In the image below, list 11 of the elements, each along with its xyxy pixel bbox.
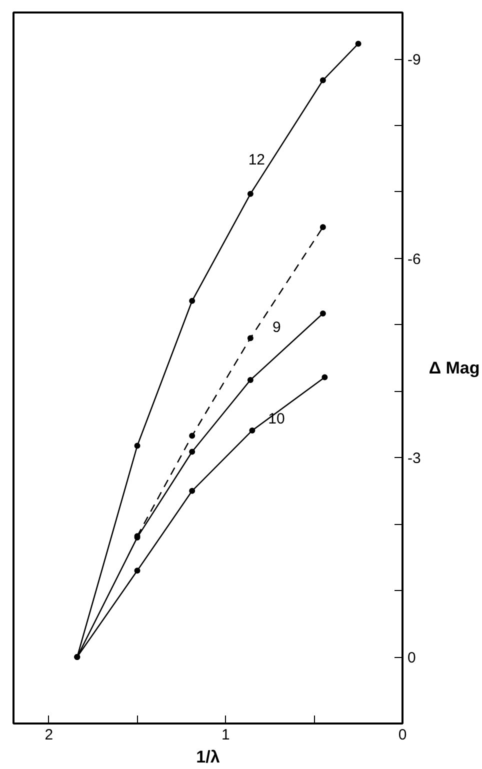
y-tick-label: -6	[408, 250, 421, 268]
y-axis-title: Δ Mag	[428, 358, 480, 378]
y-tick-label: -3	[408, 450, 421, 468]
series-label: 12	[248, 152, 266, 169]
y-tick-label: -9	[408, 52, 421, 69]
x-tick-label: 1	[222, 726, 230, 744]
x-tick-label: 2	[44, 726, 54, 744]
series-label: 9	[272, 319, 281, 336]
y-tick-label: 0	[408, 650, 416, 667]
x-axis-title: 1/λ	[196, 748, 220, 766]
series-label: 10	[268, 410, 285, 428]
